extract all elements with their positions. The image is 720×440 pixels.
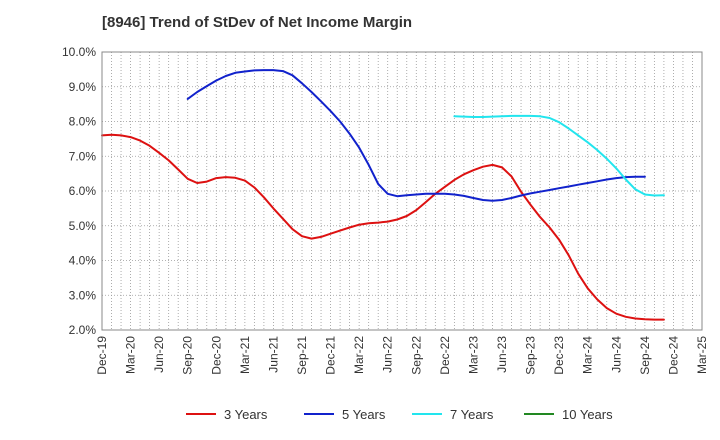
x-tick-label: Mar-24 — [581, 336, 595, 374]
x-tick-label: Jun-20 — [152, 336, 166, 373]
y-axis-ticks: 2.0% 3.0% 4.0% 5.0% 6.0% 7.0% 8.0% 9.0% 10.0% — [62, 45, 96, 337]
x-tick-label: Mar-22 — [352, 336, 366, 374]
legend-label-7-years: 7 Years — [450, 407, 494, 422]
chart-series — [101, 69, 665, 321]
x-tick-label: Dec-21 — [324, 336, 338, 375]
plot-frame — [101, 51, 703, 331]
x-tick-label: Sep-22 — [409, 336, 423, 375]
x-tick-label: Mar-20 — [124, 336, 138, 374]
y-tick-label: 8.0% — [69, 115, 97, 129]
x-tick-label: Dec-24 — [666, 336, 680, 375]
y-tick-label: 4.0% — [69, 254, 97, 268]
x-tick-label: Jun-21 — [266, 336, 280, 373]
chart-grid — [102, 51, 702, 331]
x-tick-label: Dec-23 — [552, 336, 566, 375]
x-tick-label: Dec-19 — [95, 336, 109, 375]
y-tick-label: 6.0% — [69, 184, 97, 198]
y-tick-label: 7.0% — [69, 149, 97, 163]
x-tick-label: Mar-21 — [238, 336, 252, 374]
x-tick-label: Sep-21 — [295, 336, 309, 375]
series-line-3-years — [101, 133, 665, 321]
series-line-5-years — [186, 69, 646, 202]
x-tick-label: Sep-20 — [181, 336, 195, 375]
legend-label-5-years: 5 Years — [342, 407, 386, 422]
y-tick-label: 2.0% — [69, 323, 97, 337]
x-tick-label: Dec-22 — [438, 336, 452, 375]
legend-label-3-years: 3 Years — [224, 407, 268, 422]
series-line-7-years — [453, 114, 665, 197]
chart-title: [8946] Trend of StDev of Net Income Marg… — [102, 14, 413, 31]
y-tick-label: 10.0% — [62, 45, 96, 59]
x-tick-label: Mar-23 — [466, 336, 480, 374]
x-axis-ticks: Dec-19 Mar-20 Jun-20 Sep-20 Dec-20 Mar-21 Jun-… — [95, 336, 709, 375]
y-tick-label: 9.0% — [69, 80, 97, 94]
legend-label-10-years: 10 Years — [562, 407, 613, 422]
x-tick-label: Jun-24 — [609, 336, 623, 373]
y-tick-label: 3.0% — [69, 288, 97, 302]
y-tick-label: 5.0% — [69, 219, 97, 233]
x-tick-label: Jun-23 — [495, 336, 509, 373]
x-tick-label: Jun-22 — [381, 336, 395, 373]
x-tick-label: Dec-20 — [209, 336, 223, 375]
legend: 3 Years 5 Years 7 Years 10 Years — [186, 407, 613, 422]
x-tick-label: Mar-25 — [695, 336, 709, 374]
x-tick-label: Sep-23 — [524, 336, 538, 375]
x-tick-label: Sep-24 — [638, 336, 652, 375]
